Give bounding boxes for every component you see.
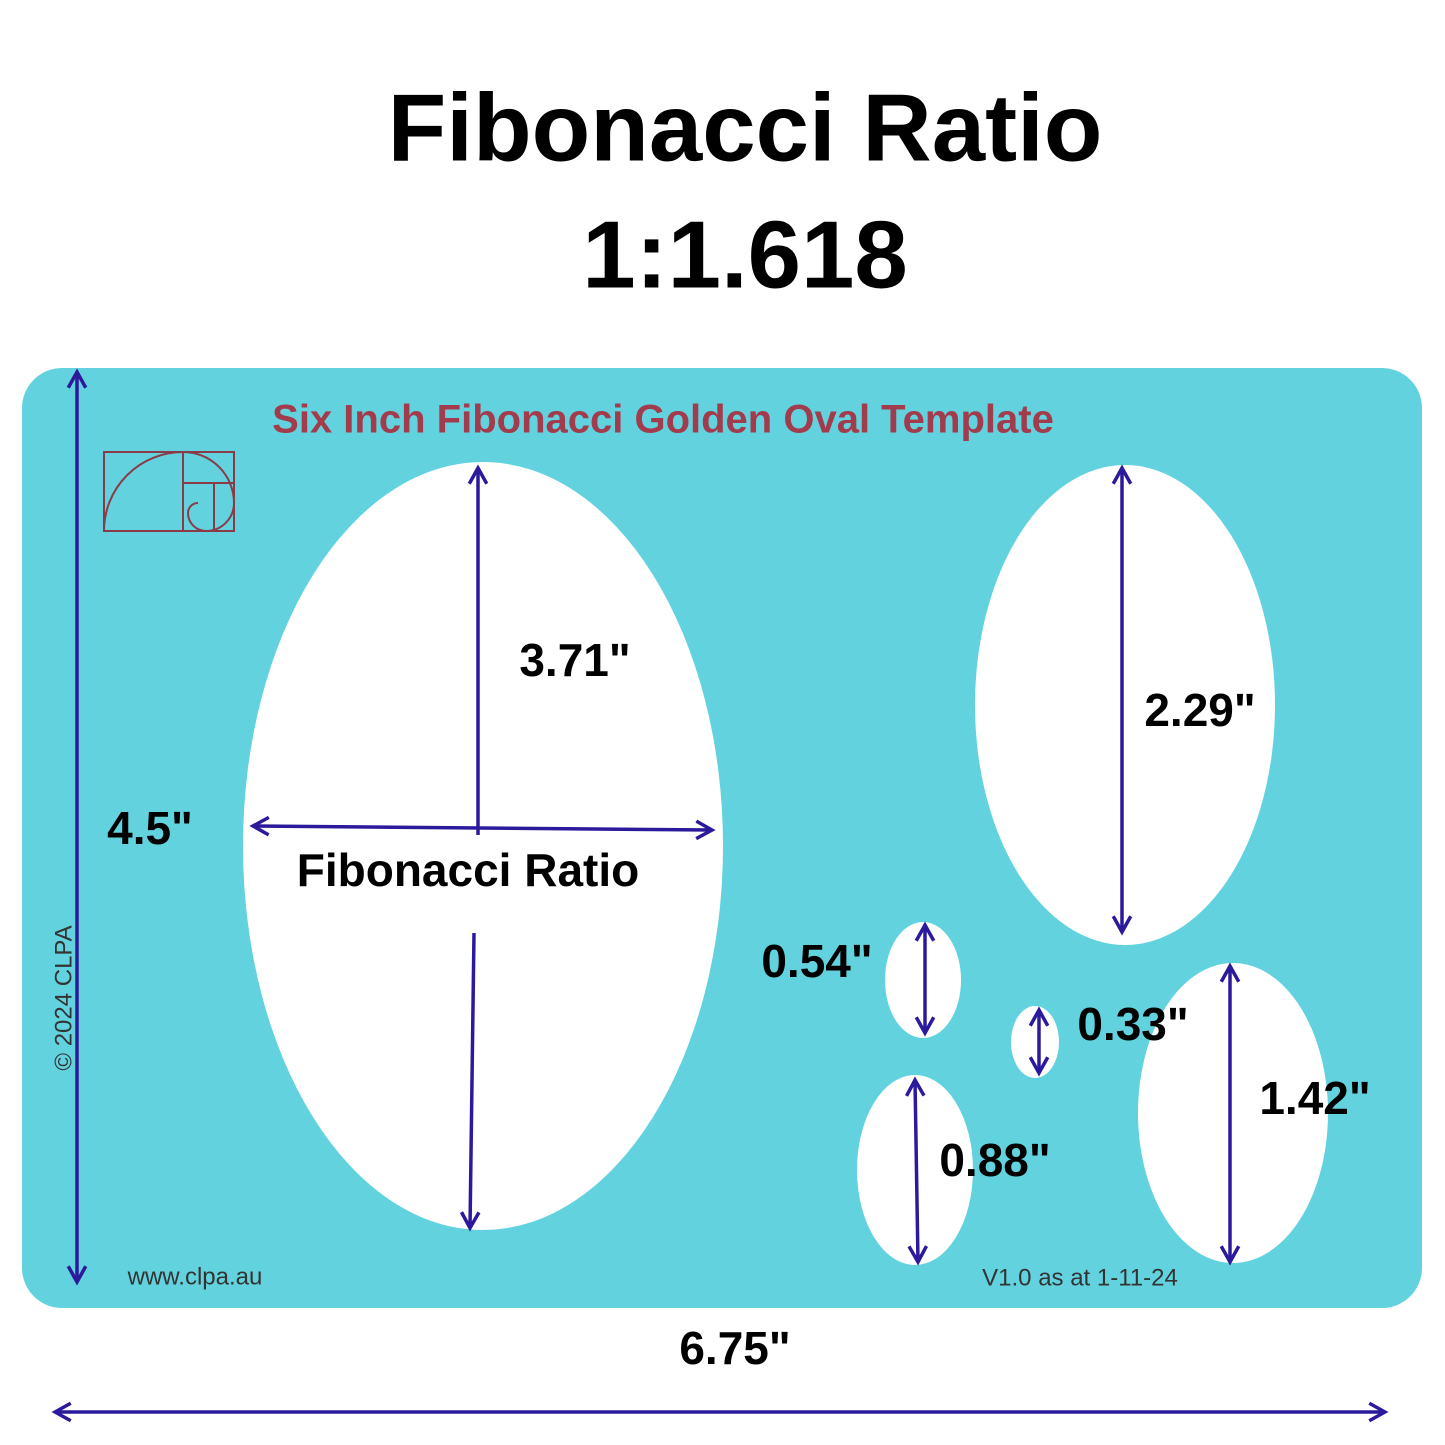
dimension-label: 6.75"	[679, 1322, 790, 1374]
dimension-label: 1.42"	[1259, 1072, 1370, 1124]
dimension-label: 0.54"	[761, 935, 872, 987]
template-title: Six Inch Fibonacci Golden Oval Template	[272, 398, 1054, 442]
spiral-icon	[103, 450, 236, 533]
dimension-label: Fibonacci Ratio	[297, 844, 639, 896]
title-line-2: 1:1.618	[582, 201, 908, 308]
dimension-arrows	[55, 372, 1385, 1412]
dimension-label: 4.5"	[107, 802, 193, 854]
title-line-1: Fibonacci Ratio	[388, 74, 1103, 181]
dimension-label: 0.33"	[1077, 998, 1188, 1050]
dimension-label: 2.29"	[1144, 684, 1255, 736]
copyright: © 2024 CLPA	[50, 925, 77, 1070]
small-oval	[885, 922, 961, 1038]
dimension-label: 0.88"	[939, 1134, 1050, 1186]
dimension-label: 3.71"	[519, 634, 630, 686]
tiny-oval	[1011, 1006, 1059, 1078]
version: V1.0 as at 1-11-24	[982, 1264, 1178, 1291]
large-oval	[243, 462, 723, 1230]
website: www.clpa.au	[127, 1263, 263, 1290]
